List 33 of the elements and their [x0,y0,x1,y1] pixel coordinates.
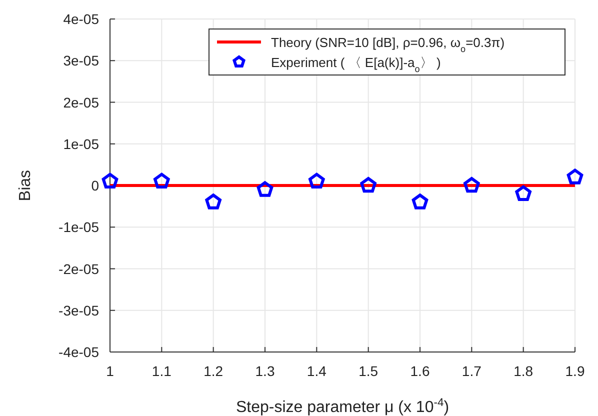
x-tick-label: 1.3 [255,363,275,379]
y-tick-label: 3e-05 [63,52,100,69]
x-tick-label: 1 [106,363,114,379]
y-tick-label: -3e-05 [58,302,100,318]
x-tick-label: 1.7 [462,363,482,379]
x-tick-label: 1.8 [514,363,534,379]
x-tick-label: 1.4 [306,363,327,379]
y-tick-label: 2e-05 [63,94,100,110]
point [360,177,376,193]
point [464,177,480,193]
y-tick-label: 1e-05 [63,136,100,152]
y-axis-title: Bias [17,170,34,202]
x-tick-label: 1.6 [410,363,430,379]
point [566,168,584,184]
x-axis-title: Step-size parameter μ (x 10$^{-4}$) [236,397,450,416]
point [102,172,118,188]
y-tick-label: 4e-05 [63,11,100,27]
point [256,181,274,197]
y-tick-label: 0 [91,178,100,194]
point [154,172,170,188]
point [515,185,532,201]
point [412,194,428,210]
x-tick-label: 1.2 [204,363,224,379]
y-tick-label: -1e-05 [58,219,100,236]
y-tick-label: -4e-05 [58,344,100,360]
legend-label: Experiment ( 〈 E[a(k)]-a$_{o}$〉 ) [271,55,441,74]
x-tick-label: 1.9 [565,363,585,379]
legend-label: Theory (SNR=10 [dB], ρ=0.96, ω$_{o}$=0.3π) [271,35,505,54]
y-tick-label: -2e-05 [58,260,100,277]
point [205,194,222,210]
point [308,172,325,188]
x-tick-label: 1.5 [358,363,378,379]
x-tick-label: 1.1 [152,363,172,379]
